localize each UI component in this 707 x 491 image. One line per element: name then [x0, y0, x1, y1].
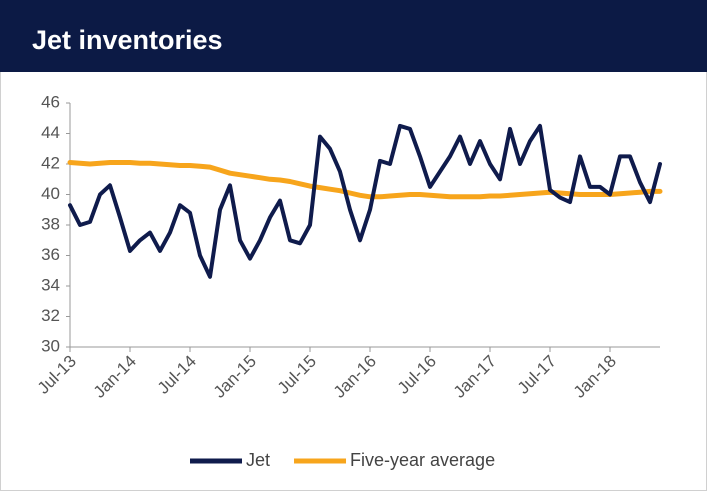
y-tick-label: 40 — [41, 184, 60, 203]
series-line — [68, 123, 662, 279]
legend-label: Five-year average — [350, 450, 495, 470]
y-tick-label: 32 — [41, 306, 60, 325]
y-tick-label: 46 — [41, 92, 60, 111]
y-tick-label: 42 — [41, 153, 60, 172]
series-line — [67, 160, 663, 200]
y-tick-label: 30 — [41, 336, 60, 355]
y-tick-label: 36 — [41, 245, 60, 264]
legend-label: Jet — [246, 450, 270, 470]
y-tick-label: 44 — [41, 123, 60, 142]
header — [0, 0, 707, 72]
chart-title: Jet inventories — [32, 25, 223, 55]
y-tick-label: 34 — [41, 275, 60, 294]
y-tick-label: 38 — [41, 214, 60, 233]
